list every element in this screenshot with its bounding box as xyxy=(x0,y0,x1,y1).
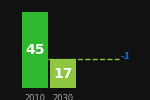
Bar xyxy=(50,59,76,88)
Text: 2030: 2030 xyxy=(52,94,73,100)
Bar xyxy=(22,12,48,88)
Text: 2010: 2010 xyxy=(25,94,46,100)
Text: -1: -1 xyxy=(121,52,131,61)
Text: 45: 45 xyxy=(25,43,45,57)
Text: 17: 17 xyxy=(53,67,72,81)
